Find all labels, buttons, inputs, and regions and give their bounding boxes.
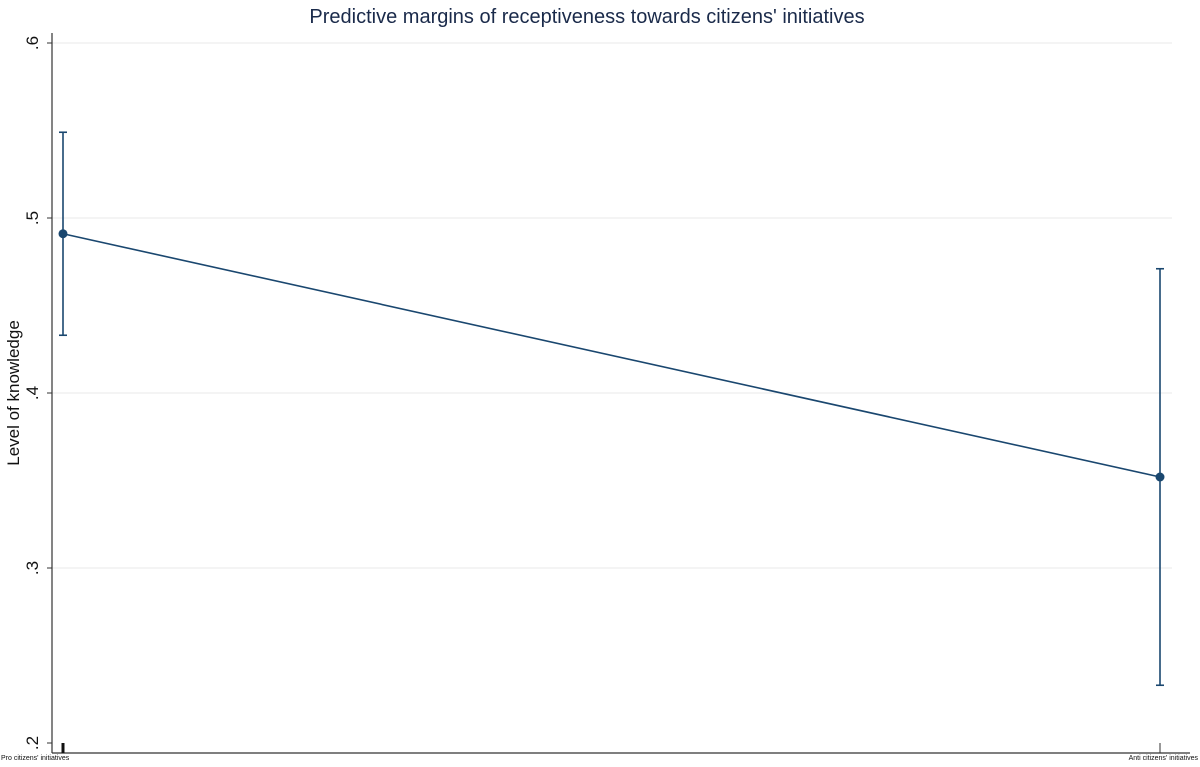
- y-tick-label: .2: [23, 736, 42, 750]
- grid: [52, 42, 1172, 569]
- data-point: [58, 229, 68, 239]
- x-tick-label: Pro citizens' initiatives: [1, 755, 70, 762]
- x-ticks: Pro citizens' initiatives Anti citizens' …: [1, 743, 1198, 762]
- y-tick-label: .6: [23, 36, 42, 50]
- y-ticks: .2 .3 .4 .5 .6: [23, 36, 52, 750]
- series: [58, 131, 1165, 687]
- series-line: [62, 232, 1161, 478]
- y-tick-label: .5: [23, 211, 42, 225]
- x-tick-label: Anti citizens' initiatives: [1129, 755, 1199, 762]
- y-axis-label: Level of knowledge: [4, 320, 23, 466]
- y-tick-label: .4: [23, 386, 42, 400]
- data-point: [1155, 472, 1165, 482]
- y-tick-label: .3: [23, 561, 42, 575]
- chart-title: Predictive margins of receptiveness towa…: [309, 6, 864, 28]
